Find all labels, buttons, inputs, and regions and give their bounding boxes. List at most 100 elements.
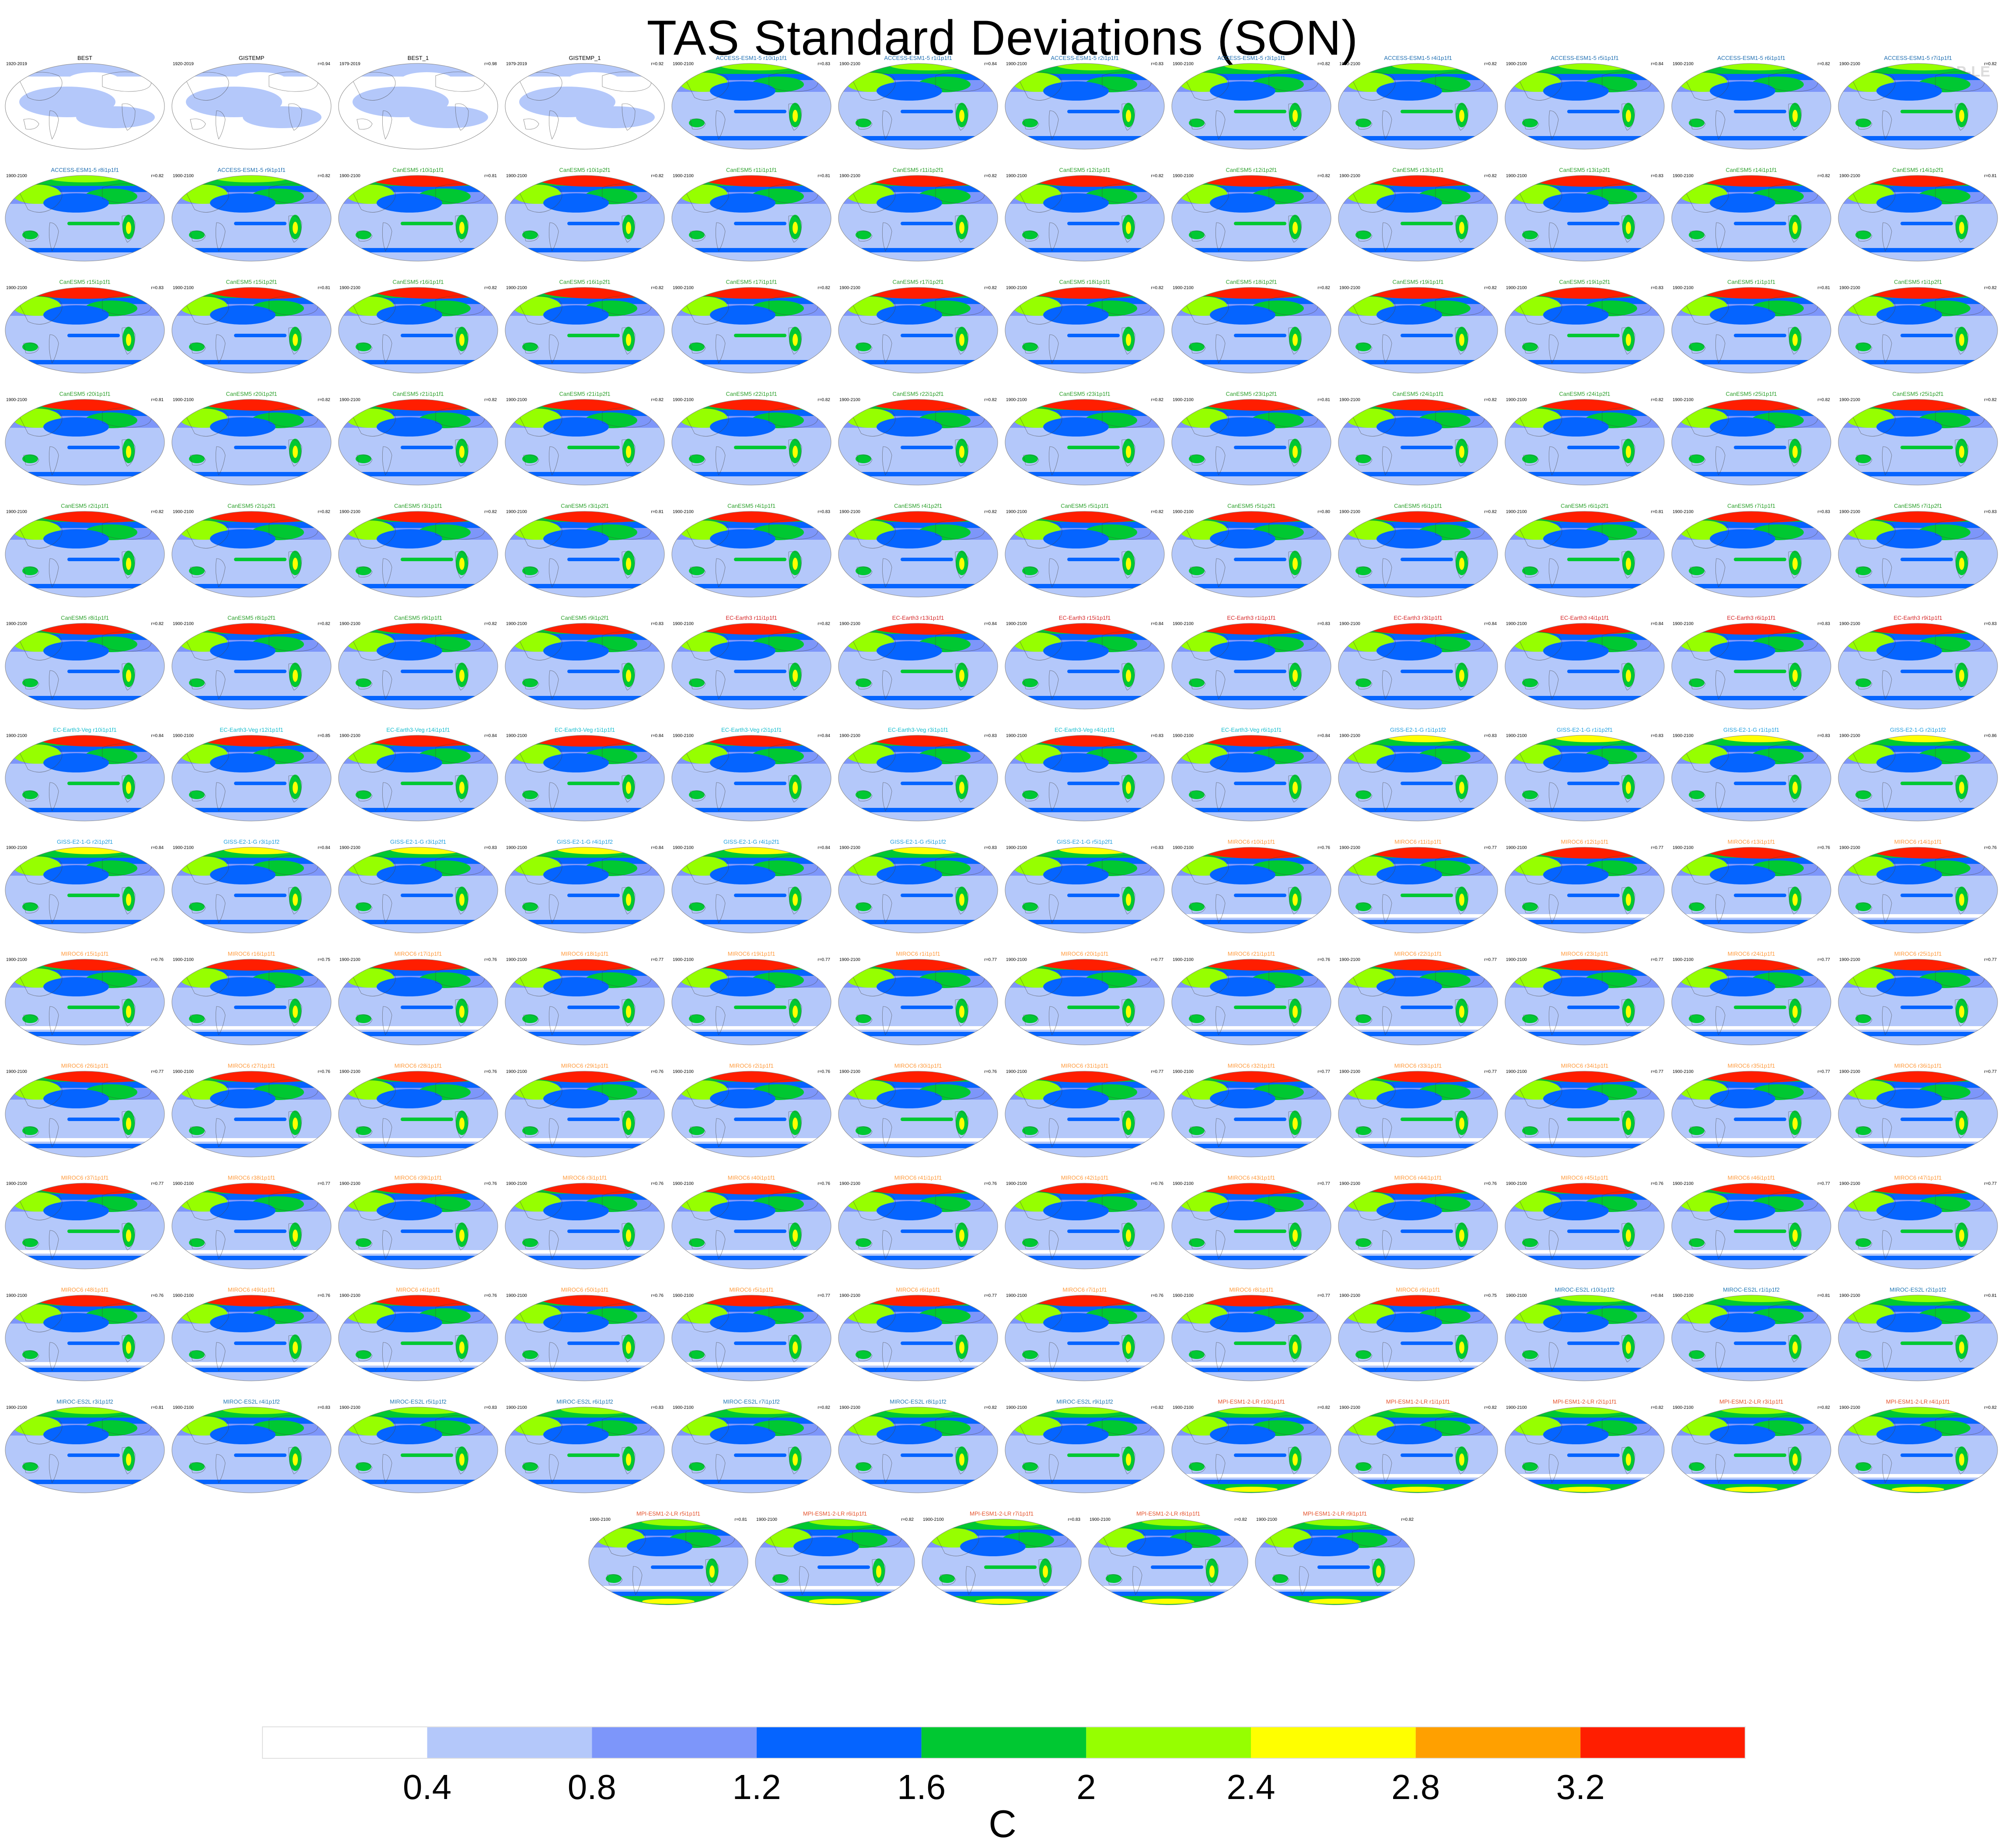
panel-correlation: r=0.82 [1817, 62, 1830, 66]
map-panel: MIROC6 r14i1p1f1 1900-2100 r=0.76 [1838, 838, 1998, 933]
panel-title: CanESM5 r20i1p2f1 [226, 391, 277, 397]
panel-title: GISS-E2-1-G r3i1p2f1 [390, 838, 446, 845]
panel-title: MIROC-ES2L r8i1p1f2 [890, 1398, 947, 1405]
panel-period: 1900-2100 [1339, 510, 1360, 514]
panel-title: MIROC-ES2L r4i1p1f2 [223, 1398, 280, 1405]
map-panel: MIROC6 r3i1p1f1 1900-2100 r=0.76 [505, 1174, 665, 1269]
map-panel: MIROC6 r12i1p1f1 1900-2100 r=0.77 [1505, 838, 1665, 933]
panel-correlation: r=0.83 [1484, 734, 1497, 738]
panel-correlation: r=0.81 [318, 286, 330, 290]
panel-correlation: r=0.83 [1317, 622, 1330, 626]
panel-correlation: r=0.82 [318, 398, 330, 402]
panel-title: CanESM5 r19i1p1f1 [1392, 279, 1443, 285]
panel-title: MIROC6 r33i1p1f1 [1394, 1062, 1442, 1069]
map-panel: CanESM5 r25i1p2f1 1900-2100 r=0.82 [1838, 391, 1998, 486]
map-panel: CanESM5 r2i1p2f1 1900-2100 r=0.82 [171, 503, 332, 597]
map-panel: MIROC-ES2L r4i1p1f2 1900-2100 r=0.83 [171, 1398, 332, 1493]
panel-correlation: r=0.82 [651, 174, 664, 178]
panel-title: CanESM5 r9i1p2f1 [561, 615, 609, 621]
panel-correlation: r=0.77 [1317, 1181, 1330, 1186]
panel-title: GISS-E2-1-G r4i1p1f2 [557, 838, 613, 845]
panel-title: CanESM5 r15i1p1f1 [59, 279, 110, 285]
panel-title: EC-Earth3 r11i1p1f1 [726, 615, 777, 621]
panel-title: MIROC6 r41i1p1f1 [894, 1174, 942, 1181]
panel-period: 1900-2100 [1256, 1517, 1277, 1522]
map-panel: GISTEMP_1 1979-2019 r=0.92 [505, 55, 665, 150]
map-panel: CanESM5 r2i1p1f1 1900-2100 r=0.82 [5, 503, 165, 597]
panel-period: 1900-2100 [1673, 622, 1694, 626]
colorbar-segment [1086, 1727, 1251, 1758]
panel-correlation: r=0.82 [1817, 174, 1830, 178]
map-panel: GISS-E2-1-G r3i1p1f2 1900-2100 r=0.84 [171, 838, 332, 933]
panel-correlation: r=0.83 [984, 734, 997, 738]
panel-title: MPI-ESM1-2-LR r4i1p1f1 [1886, 1398, 1950, 1405]
panel-period: 1900-2100 [839, 957, 860, 962]
panel-period: 1900-2100 [839, 1181, 860, 1186]
panel-title: MPI-ESM1-2-LR r1i1p1f1 [1386, 1398, 1450, 1405]
panel-correlation: r=0.76 [318, 1293, 330, 1298]
map-panel: CanESM5 r3i1p2f1 1900-2100 r=0.81 [505, 503, 665, 597]
panel-title: ACCESS-ESM1-5 r1i1p1f1 [884, 55, 952, 61]
panel-period: 1900-2100 [173, 510, 194, 514]
panel-period: 1900-2100 [1006, 1293, 1027, 1298]
map-panel: MPI-ESM1-2-LR r5i1p1f1 1900-2100 r=0.81 [588, 1510, 748, 1605]
panel-period: 1900-2100 [839, 286, 860, 290]
panel-correlation: r=0.83 [651, 1405, 664, 1410]
panel-period: 1900-2100 [1173, 1181, 1194, 1186]
panel-title: CanESM5 r12i1p2f1 [1226, 167, 1277, 173]
panel-period: 1900-2100 [173, 1069, 194, 1074]
colorbar-tick-label: 0.4 [403, 1768, 451, 1806]
panel-period: 1900-2100 [339, 622, 360, 626]
panel-title: MIROC6 r12i1p1f1 [1561, 838, 1608, 845]
panel-title: MIROC6 r30i1p1f1 [894, 1062, 942, 1069]
map-panel: CanESM5 r22i1p1f1 1900-2100 r=0.82 [671, 391, 831, 486]
panel-correlation: r=0.76 [1817, 845, 1830, 850]
panel-correlation: r=0.82 [1651, 1405, 1663, 1410]
map-panel: BEST_1 1979-2019 r=0.98 [338, 55, 498, 150]
panel-title: MIROC6 r44i1p1f1 [1394, 1174, 1442, 1181]
panel-title: CanESM5 r8i1p1f1 [61, 615, 109, 621]
panel-correlation: r=0.76 [651, 1293, 664, 1298]
panel-correlation: r=0.84 [151, 734, 164, 738]
panel-title: CanESM5 r9i1p1f1 [394, 615, 442, 621]
panel-correlation: r=0.76 [1984, 845, 1997, 850]
panel-correlation: r=0.81 [1984, 174, 1997, 178]
panel-correlation: r=0.77 [1484, 845, 1497, 850]
panel-period: 1900-2100 [506, 734, 527, 738]
colorbar-tick-label: 1.6 [897, 1768, 946, 1806]
map-panel: MIROC6 r5i1p1f1 1900-2100 r=0.77 [671, 1286, 831, 1381]
colorbar-segment [427, 1727, 592, 1758]
panel-period: 1900-2100 [1006, 845, 1027, 850]
map-panel: EC-Earth3-Veg r4i1p1f1 1900-2100 r=0.83 [1005, 727, 1165, 821]
map-panel: CanESM5 r17i1p1f1 1900-2100 r=0.82 [671, 279, 831, 374]
panel-period: 1900-2100 [173, 398, 194, 402]
panel-correlation: r=0.82 [1817, 1405, 1830, 1410]
panel-period: 1900-2100 [839, 622, 860, 626]
panel-title: CanESM5 r21i1p1f1 [392, 391, 444, 397]
panel-title: EC-Earth3-Veg r4i1p1f1 [1055, 727, 1115, 733]
panel-period: 1900-2100 [1006, 622, 1027, 626]
panel-title: MIROC6 r31i1p1f1 [1061, 1062, 1108, 1069]
map-panel: MPI-ESM1-2-LR r6i1p1f1 1900-2100 r=0.82 [755, 1510, 915, 1605]
panel-title: EC-Earth3 r3i1p1f1 [1394, 615, 1442, 621]
panel-period: 1900-2100 [1173, 622, 1194, 626]
panel-title: CanESM5 r1i1p2f1 [1894, 279, 1942, 285]
panel-period: 1900-2100 [339, 286, 360, 290]
map-panel: CanESM5 r18i1p2f1 1900-2100 r=0.82 [1171, 279, 1331, 374]
panel-correlation: r=0.83 [1817, 510, 1830, 514]
panel-title: CanESM5 r2i1p2f1 [227, 503, 276, 509]
panel-title: MIROC6 r7i1p1f1 [1062, 1286, 1107, 1293]
panel-period: 1900-2100 [6, 398, 27, 402]
panel-correlation: r=0.84 [1651, 1293, 1663, 1298]
panel-title: MIROC-ES2L r5i1p1f2 [390, 1398, 447, 1405]
panel-period: 1900-2100 [1173, 174, 1194, 178]
map-panel: BEST 1920-2019 [5, 55, 165, 150]
panel-correlation: r=0.82 [1484, 62, 1497, 66]
map-panel: ACCESS-ESM1-5 r6i1p1f1 1900-2100 r=0.82 [1671, 55, 1831, 150]
panel-correlation: r=0.82 [1484, 1405, 1497, 1410]
colorbar-segment [1415, 1727, 1581, 1758]
panel-title: EC-Earth3-Veg r10i1p1f1 [53, 727, 116, 733]
panel-period: 1900-2100 [839, 510, 860, 514]
figure-title: TAS Standard Deviations (SON) [646, 10, 1359, 65]
